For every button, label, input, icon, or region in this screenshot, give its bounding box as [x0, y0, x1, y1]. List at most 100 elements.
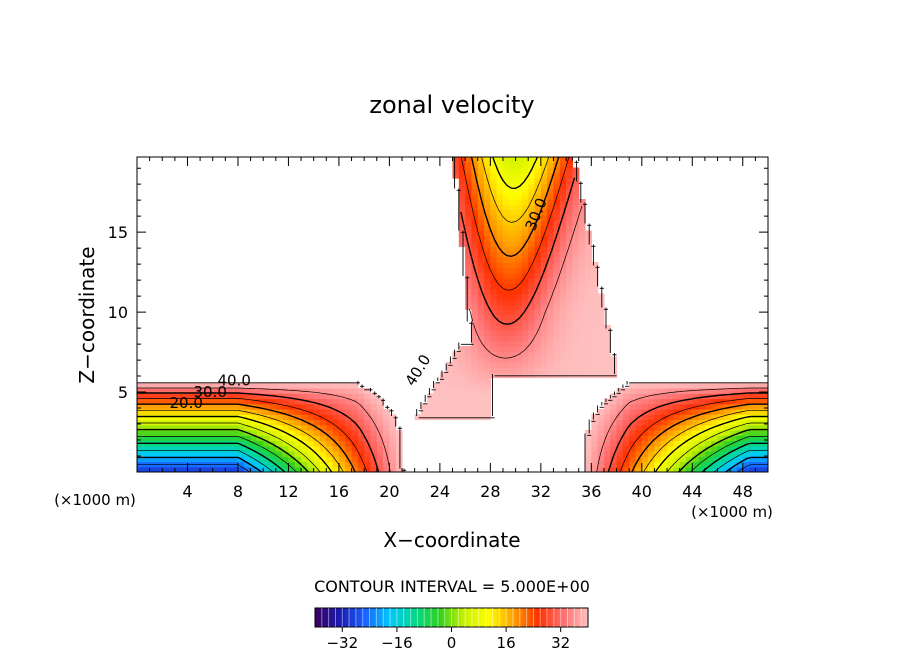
field-cell	[717, 424, 725, 431]
field-cell	[553, 262, 561, 268]
field-cell	[143, 403, 151, 410]
field-cell	[250, 419, 258, 426]
field-cell	[698, 466, 706, 472]
field-cell	[231, 456, 239, 463]
field-cell	[648, 445, 656, 452]
field-cell	[338, 398, 346, 405]
field-cell	[484, 267, 491, 274]
field-cell	[616, 466, 624, 472]
field-cell	[282, 424, 290, 431]
field-cell	[288, 451, 296, 457]
field-cell	[458, 403, 466, 410]
field-cell	[357, 461, 365, 468]
field-cell	[490, 188, 498, 195]
field-cell	[496, 220, 504, 226]
field-cell	[471, 172, 479, 179]
field-cell	[515, 293, 523, 300]
field-cell	[540, 262, 548, 268]
field-cell	[490, 314, 498, 321]
field-cell	[578, 267, 586, 274]
field-cell	[452, 382, 460, 389]
field-cell	[616, 461, 624, 468]
field-cell	[540, 251, 548, 258]
field-cell	[275, 403, 283, 410]
field-cell	[730, 409, 738, 415]
field-cell	[149, 466, 157, 472]
field-cell	[206, 398, 214, 405]
field-cell	[477, 172, 485, 179]
field-cell	[603, 340, 611, 347]
field-cell	[219, 382, 226, 389]
field-cell	[326, 430, 334, 436]
field-cell	[679, 451, 687, 457]
field-cell	[294, 393, 302, 400]
field-cell	[471, 330, 479, 337]
field-cell	[585, 293, 592, 300]
x-tick-label: 32	[531, 482, 551, 501]
field-cell	[540, 335, 548, 342]
field-cell	[137, 451, 144, 457]
field-cell	[370, 430, 378, 436]
field-cell	[597, 414, 605, 421]
field-cell	[572, 262, 580, 268]
field-cell	[502, 304, 510, 310]
field-cell	[610, 424, 618, 431]
field-cell	[496, 204, 504, 211]
field-cell	[667, 461, 674, 468]
field-cell	[294, 466, 302, 472]
field-cell	[345, 403, 353, 410]
field-cell	[528, 193, 536, 200]
field-cell	[351, 456, 359, 463]
field-cell	[301, 430, 308, 436]
field-cell	[597, 372, 605, 379]
field-cell	[244, 414, 252, 421]
field-cell	[540, 188, 548, 195]
field-cell	[547, 172, 555, 179]
field-cell	[389, 414, 397, 421]
field-cell	[439, 393, 447, 400]
field-cell	[332, 451, 340, 457]
field-cell	[351, 466, 359, 472]
field-cell	[502, 346, 510, 352]
field-cell	[231, 435, 239, 442]
field-cell	[237, 461, 245, 468]
field-cell	[294, 403, 302, 410]
field-cell	[307, 440, 315, 447]
field-cell	[319, 388, 327, 394]
field-cell	[578, 372, 586, 379]
field-cell	[521, 330, 529, 337]
field-cell	[597, 419, 605, 426]
field-cell	[332, 382, 340, 389]
field-cell	[521, 277, 529, 284]
field-cell	[174, 393, 182, 400]
field-cell	[313, 419, 321, 426]
field-cell	[566, 372, 573, 379]
field-cell	[509, 298, 517, 305]
field-cell	[357, 430, 365, 436]
field-cell	[692, 445, 700, 452]
field-cell	[515, 157, 523, 163]
field-cell	[521, 325, 529, 331]
field-cell	[585, 361, 592, 368]
field-cell	[212, 388, 220, 394]
field-cell	[509, 340, 517, 347]
field-cell	[534, 251, 542, 258]
field-cell	[484, 356, 491, 363]
field-cell	[528, 162, 536, 169]
field-cell	[509, 199, 517, 205]
field-cell	[496, 199, 504, 205]
field-cell	[717, 456, 725, 463]
field-cell	[540, 209, 548, 216]
field-cell	[528, 277, 536, 284]
field-cell	[458, 351, 466, 358]
field-cell	[477, 220, 485, 226]
field-cell	[395, 466, 403, 472]
field-cell	[458, 209, 466, 216]
field-cell	[496, 293, 504, 300]
field-cell	[572, 183, 580, 190]
field-cell	[496, 298, 504, 305]
field-cell	[559, 214, 567, 221]
field-cell	[547, 256, 555, 263]
field-cell	[547, 204, 555, 211]
field-cell	[509, 277, 517, 284]
